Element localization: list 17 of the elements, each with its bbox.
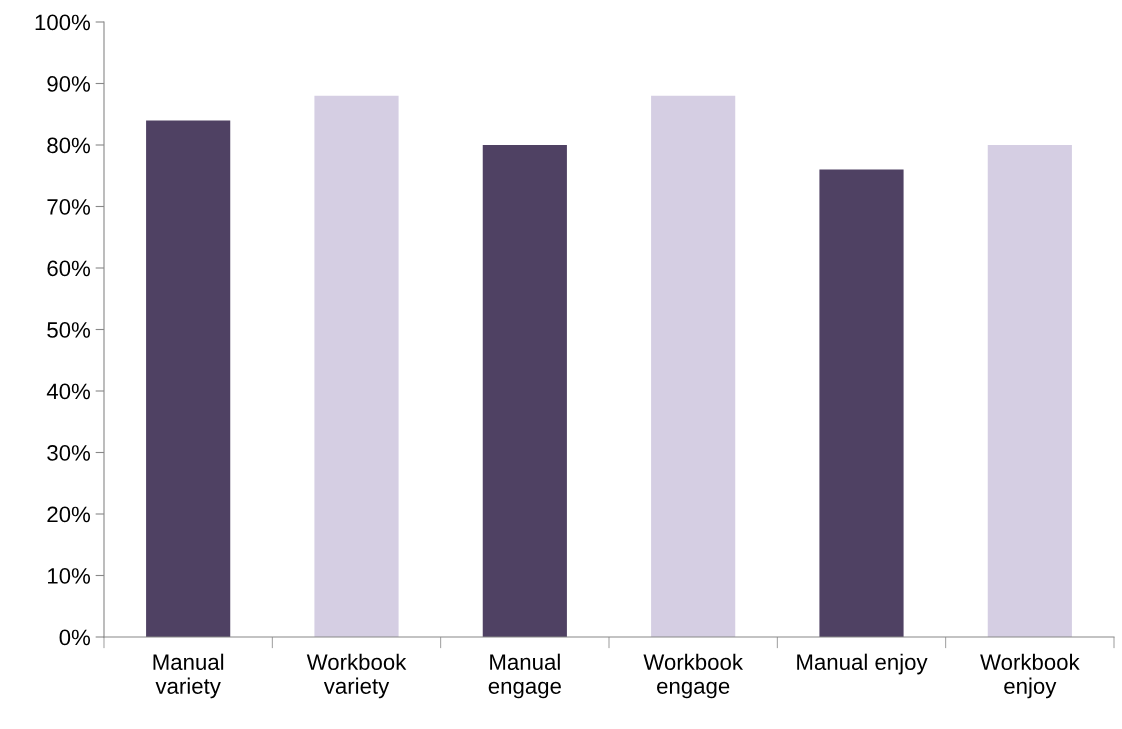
x-tick-label: Manual variety xyxy=(153,653,224,699)
y-tick-label: 90% xyxy=(47,76,91,92)
y-tick-label: 0% xyxy=(59,629,91,646)
y-tick-label: 70% xyxy=(47,199,91,215)
y-tick-label: 60% xyxy=(47,260,91,277)
y-tick-label: 40% xyxy=(46,383,91,400)
x-tick-label: Workbook variety xyxy=(306,653,407,699)
y-tick-label: 30% xyxy=(47,445,91,461)
y-tick-label: 100% xyxy=(35,14,91,31)
y-tick-label: 80% xyxy=(47,137,91,154)
x-tick-label: Manual engage xyxy=(488,653,561,699)
y-tick-label: 50% xyxy=(47,322,91,338)
x-tick-label: Workbook enjoy xyxy=(980,653,1080,699)
y-tick-label: 20% xyxy=(47,506,91,523)
y-tick-label: 10% xyxy=(48,568,91,584)
x-tick-label: Workbook engage xyxy=(643,653,744,699)
x-tick-label: Manual enjoy xyxy=(797,653,928,675)
